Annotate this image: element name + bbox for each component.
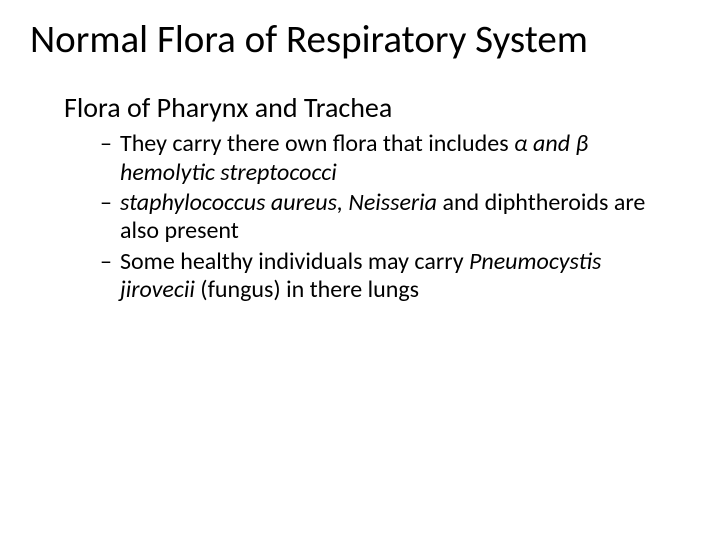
slide-title: Normal Flora of Respiratory System [30, 18, 690, 63]
list-item: They carry there own flora that includes… [100, 130, 670, 187]
bullet-text-pre: They carry there own flora that includes [120, 129, 514, 158]
bullet-text-pre: Some healthy individuals may carry [120, 247, 469, 276]
slide: Normal Flora of Respiratory System Flora… [0, 0, 720, 540]
bullet-text-post: (fungus) in there lungs [195, 275, 419, 304]
bullet-text-italic: staphylococcus aureus, Neisseria [120, 188, 437, 217]
list-item: Some healthy individuals may carry Pneum… [100, 248, 670, 305]
slide-subtitle: Flora of Pharynx and Trachea [64, 91, 690, 125]
bullet-list: They carry there own flora that includes… [100, 130, 670, 304]
list-item: staphylococcus aureus, Neisseria and dip… [100, 189, 670, 246]
